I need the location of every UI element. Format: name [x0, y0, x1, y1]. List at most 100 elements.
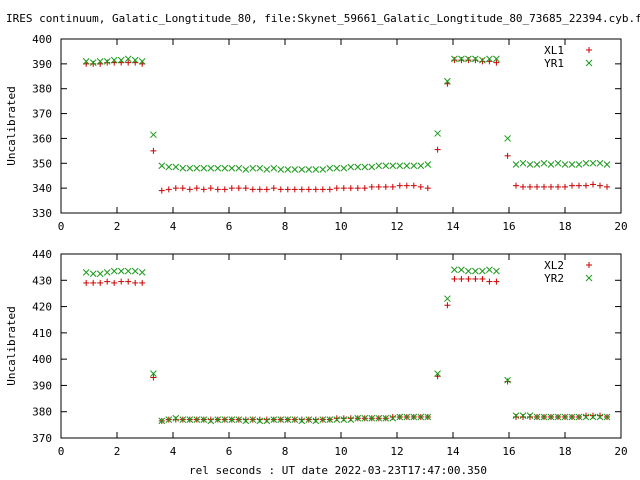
bottom-panel: 370 380 390 400 410 420 430 440 0 2 4 6 8 10 12 14 16 18 2…	[5, 248, 628, 458]
x-tick-label: 4	[170, 445, 177, 458]
legend-marker	[586, 47, 592, 53]
plot-frame	[60, 253, 622, 439]
data-point	[575, 161, 583, 168]
data-point	[172, 416, 179, 423]
data-point	[326, 164, 334, 172]
data-point-d2	[568, 161, 576, 168]
data-point	[200, 186, 207, 193]
data-point	[361, 414, 369, 422]
data-point-d2	[519, 412, 527, 420]
data-point-d2	[493, 267, 500, 275]
data-point	[410, 413, 418, 421]
data-point-d2	[486, 55, 493, 63]
data-point	[228, 416, 236, 423]
data-point	[589, 413, 597, 421]
data-point	[270, 185, 277, 192]
y-tick-label: 420	[32, 301, 52, 314]
data-point	[118, 278, 125, 285]
data-point-d2	[172, 414, 180, 422]
data-point	[527, 413, 533, 420]
data-point	[597, 182, 603, 189]
data-point	[319, 166, 327, 173]
data-point	[131, 267, 139, 275]
data-point	[172, 185, 179, 192]
data-point	[562, 183, 568, 190]
data-point	[110, 267, 118, 275]
data-point	[305, 166, 313, 173]
data-point	[583, 412, 589, 419]
data-point	[520, 413, 526, 420]
data-point-d2	[256, 164, 264, 172]
y-axis-label: Uncalibrated	[5, 86, 18, 165]
data-point	[284, 186, 291, 193]
legend-label: YR1	[544, 57, 564, 70]
data-point	[347, 416, 355, 423]
data-point	[534, 183, 540, 190]
data-point	[193, 416, 201, 423]
data-point-d2	[368, 414, 376, 422]
data-point	[568, 161, 576, 168]
data-point	[504, 378, 511, 385]
data-point	[340, 164, 348, 172]
data-point-d2	[158, 162, 166, 170]
data-point-d2	[382, 414, 390, 422]
data-point	[117, 267, 125, 275]
data-point-d2	[451, 55, 458, 63]
legend-marker	[585, 59, 593, 67]
data-point-d2	[249, 164, 257, 172]
data-point-d2	[312, 166, 320, 173]
data-point-d2	[179, 416, 187, 423]
data-point	[90, 279, 97, 286]
data-point-d2	[540, 159, 548, 167]
data-point	[179, 185, 186, 192]
data-point	[479, 58, 486, 65]
data-point	[158, 187, 165, 194]
series-YR1	[82, 55, 611, 173]
data-point-d2	[347, 416, 355, 423]
data-point	[305, 416, 313, 423]
legend-label: XL1	[544, 44, 564, 57]
data-point	[554, 413, 562, 421]
data-point	[504, 135, 511, 142]
data-point	[596, 413, 604, 421]
data-point	[604, 183, 610, 190]
x-axis-label: rel seconds : UT date 2022-03-23T17:47:0…	[189, 464, 487, 477]
series-XL2	[83, 275, 610, 424]
data-point-d2	[319, 416, 327, 423]
data-point	[479, 56, 486, 64]
data-point	[284, 416, 292, 423]
data-point-d2	[96, 270, 104, 278]
data-point	[547, 413, 555, 421]
data-point	[111, 279, 118, 286]
data-point-d2	[333, 416, 341, 423]
data-point	[472, 55, 479, 63]
data-point	[512, 412, 520, 420]
data-point	[424, 413, 432, 421]
chart-title: IRES continuum, Galatic_Longtitude_80, f…	[6, 12, 640, 25]
x-tick-label: 20	[614, 445, 627, 458]
data-point	[347, 163, 355, 171]
data-point-d2	[512, 412, 520, 420]
data-point	[396, 413, 404, 421]
data-point	[555, 183, 561, 190]
data-point	[284, 166, 292, 173]
data-point-d2	[158, 417, 166, 425]
data-point	[493, 267, 500, 275]
data-point-d2	[354, 414, 362, 422]
data-point	[242, 166, 250, 173]
data-point	[193, 164, 201, 172]
data-point-d2	[582, 159, 590, 167]
data-point	[519, 159, 527, 167]
data-point	[417, 413, 425, 421]
data-point	[270, 164, 278, 172]
data-point-d2	[547, 413, 555, 421]
data-point	[235, 416, 243, 423]
data-point-d2	[291, 416, 299, 423]
data-point-d2	[193, 164, 201, 172]
data-point-d2	[361, 163, 369, 171]
x-tick-label: 4	[170, 220, 177, 233]
data-point	[396, 182, 403, 189]
data-point	[513, 413, 519, 420]
data-point	[263, 417, 271, 425]
